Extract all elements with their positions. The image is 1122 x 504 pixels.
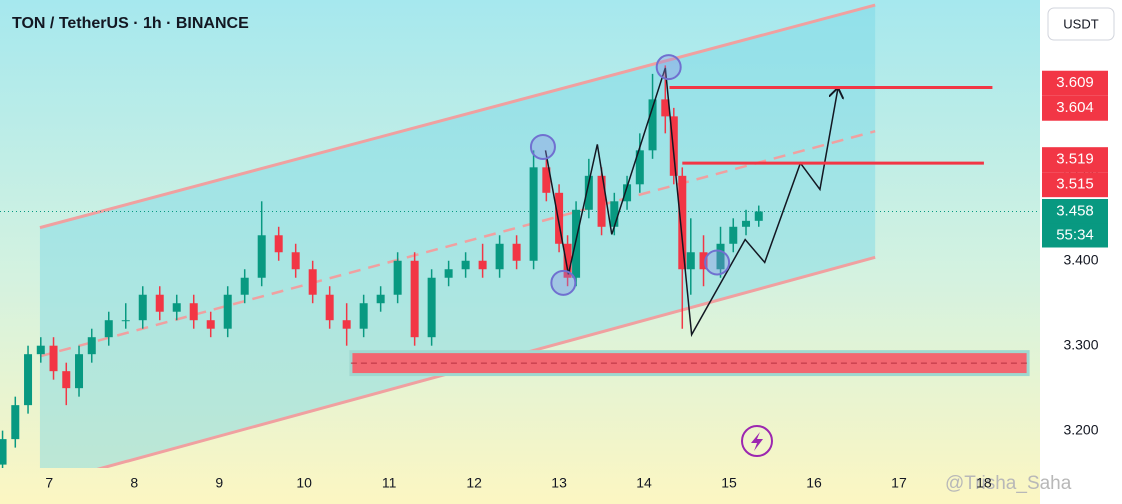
candle-body [257, 235, 266, 278]
candle-body [172, 303, 181, 312]
price-label: 3.458 [1056, 202, 1094, 219]
y-tick-label: 3.400 [1063, 251, 1098, 267]
y-tick-label: 3.300 [1063, 336, 1098, 352]
alert-bolt [751, 432, 763, 451]
candle-body [478, 260, 487, 270]
candle-body [699, 252, 708, 270]
candle-body [754, 211, 763, 221]
candle-body [393, 260, 402, 295]
candle-body [597, 175, 606, 227]
pivot-circle [529, 133, 556, 160]
candle-body [49, 345, 58, 372]
candle-body [542, 167, 551, 193]
watermark: @Trisha_Saha [945, 473, 1072, 494]
currency-button[interactable] [1047, 7, 1115, 41]
candle-body [729, 226, 738, 244]
candle-body [121, 320, 130, 322]
candle-body [359, 303, 368, 329]
alert-icon[interactable] [741, 425, 773, 457]
candle-body [11, 405, 20, 440]
price-label-box [1042, 198, 1108, 224]
candle-body [669, 116, 678, 176]
candle-body [495, 243, 504, 270]
price-label: 3.515 [1056, 176, 1094, 193]
price-label-box [1042, 172, 1108, 198]
candle-body [376, 294, 385, 304]
candle-body [274, 235, 283, 253]
candle-body [223, 294, 232, 329]
candle-body [342, 320, 351, 329]
candle-body [155, 294, 164, 312]
candle-body [635, 150, 644, 185]
price-label: 3.519 [1056, 151, 1094, 168]
candle-body [24, 354, 33, 406]
candle-body [623, 184, 632, 202]
x-tick-label: 11 [382, 475, 397, 491]
candle-body [512, 243, 521, 261]
x-tick-label: 15 [721, 475, 737, 491]
candle-body [291, 252, 300, 270]
x-tick-label: 13 [551, 475, 567, 491]
candle-body [584, 175, 593, 210]
candle-body [410, 260, 419, 338]
channel-fill [39, 5, 876, 468]
price-label-box [1042, 147, 1108, 173]
countdown: 55:34 [1056, 226, 1094, 243]
candle-body [206, 320, 215, 329]
candle-body [555, 192, 564, 244]
candle-body [461, 260, 470, 270]
x-tick-label: 9 [215, 475, 223, 491]
x-tick-label: 14 [636, 475, 652, 491]
candle-body [36, 345, 45, 355]
x-tick-label: 17 [891, 475, 907, 491]
candle-body [661, 99, 670, 117]
price-label: 3.604 [1056, 99, 1094, 116]
pivot-circle [550, 269, 577, 296]
candle-body [325, 294, 334, 321]
channel-midline [39, 130, 876, 358]
x-tick-label: 8 [130, 475, 138, 491]
x-tick-label: 18 [976, 475, 992, 491]
candle-body [104, 320, 113, 338]
candle-body [648, 99, 657, 151]
candle-body [444, 269, 453, 278]
x-tick-label: 7 [45, 475, 53, 491]
countdown-box [1042, 223, 1108, 248]
candle-body [75, 354, 84, 389]
candle-body [716, 243, 725, 270]
candle-body [610, 201, 619, 227]
candle-body [427, 277, 436, 338]
pivot-circle [655, 54, 682, 81]
price-label: 3.609 [1056, 74, 1094, 91]
candle-body [138, 294, 147, 321]
candle-body [189, 303, 198, 321]
candle-body [572, 209, 581, 278]
x-tick-label: 12 [466, 475, 482, 491]
candle-body [62, 371, 71, 389]
x-tick-label: 10 [296, 475, 312, 491]
candle-body [678, 175, 687, 270]
candle-body [563, 243, 572, 278]
candle-body [0, 439, 7, 465]
price-label-box [1042, 70, 1108, 96]
channel-line [39, 3, 876, 230]
pivot-circle [704, 249, 731, 276]
candle-body [87, 337, 96, 355]
projection-path [544, 67, 837, 338]
y-tick-label: 3.200 [1063, 421, 1098, 437]
price-label-box [1042, 95, 1108, 121]
candle-body [308, 269, 317, 295]
candle-body [686, 252, 695, 270]
candle-body [529, 167, 538, 261]
candle-body [742, 220, 751, 227]
chart-title: TON / TetherUS · 1h · BINANCE [12, 15, 249, 32]
candle-body [240, 277, 249, 295]
x-tick-label: 16 [806, 475, 822, 491]
currency-button-label[interactable]: USDT [1063, 16, 1098, 31]
